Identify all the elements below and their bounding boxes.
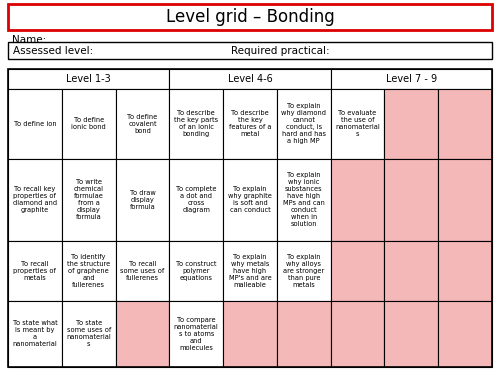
Text: To identify
the structure
of graphene
and
fullerenes: To identify the structure of graphene an… [67,254,110,288]
Bar [384,159,438,241]
Text: To define
ionic bond: To define ionic bond [72,117,106,130]
Bar [8,42,492,59]
Bar [62,89,116,159]
Text: To explain
why diamond
cannot
conduct, is
hard and has
a high MP: To explain why diamond cannot conduct, i… [282,104,327,144]
Bar [330,89,384,159]
Text: To evaluate
the use of
nanomaterial
s: To evaluate the use of nanomaterial s [335,110,380,137]
Text: To complete
a dot and
cross
diagram: To complete a dot and cross diagram [176,186,216,213]
Text: To recall
some uses of
fullerenes: To recall some uses of fullerenes [120,261,164,281]
Text: Level 1-3: Level 1-3 [66,74,111,84]
Bar [170,301,223,367]
Text: To explain
why alloys
are stronger
than pure
metals: To explain why alloys are stronger than … [283,254,325,288]
Bar [170,241,223,301]
Bar [277,89,330,159]
Text: Assessed level:: Assessed level: [13,45,93,56]
Bar [8,69,170,89]
Bar [8,89,62,159]
Bar [330,159,384,241]
Text: To draw
display
formula: To draw display formula [130,190,156,210]
Bar [330,241,384,301]
Bar [384,301,438,367]
Text: Level 7 - 9: Level 7 - 9 [386,74,437,84]
Text: Level grid – Bonding: Level grid – Bonding [166,8,334,26]
Bar [330,69,492,89]
Text: To construct
polymer
equations: To construct polymer equations [176,261,216,281]
Bar [170,159,223,241]
Text: To compare
nanomaterial
s to atoms
and
molecules: To compare nanomaterial s to atoms and m… [174,317,218,351]
Bar [116,159,170,241]
Text: To define
covalent
bond: To define covalent bond [128,114,158,134]
Bar [8,4,492,30]
Bar [223,159,277,241]
Bar [223,89,277,159]
Text: To explain
why ionic
substances
have high
MPs and can
conduct
when in
solution: To explain why ionic substances have hig… [283,172,325,227]
Text: Required practical:: Required practical: [230,45,330,56]
Text: To explain
why metals
have high
MP's and are
malleable: To explain why metals have high MP's and… [228,254,272,288]
Bar [62,301,116,367]
Text: To describe
the key
features of a
metal: To describe the key features of a metal [229,110,271,137]
Bar [8,159,62,241]
Bar [116,301,170,367]
Bar [170,89,223,159]
Text: To define ion: To define ion [14,121,56,127]
Text: To recall
properties of
metals: To recall properties of metals [14,261,56,281]
Bar [223,301,277,367]
Text: To explain
why graphite
is soft and
can conduct: To explain why graphite is soft and can … [228,186,272,213]
Text: To describe
the key parts
of an ionic
bonding: To describe the key parts of an ionic bo… [174,110,218,137]
Bar [277,301,330,367]
Text: To state
some uses of
nanomaterial
s: To state some uses of nanomaterial s [66,320,111,347]
Bar [438,301,492,367]
Bar [384,89,438,159]
Bar [116,89,170,159]
Bar [438,89,492,159]
Bar [170,69,330,89]
Bar [223,241,277,301]
Text: To write
chemical
formulae
from a
display
formula: To write chemical formulae from a displa… [74,179,104,220]
Bar [116,241,170,301]
Text: Name:: Name: [12,35,46,45]
Bar [384,241,438,301]
Bar [330,301,384,367]
Bar [438,159,492,241]
Bar [277,241,330,301]
Bar [62,159,116,241]
Bar [8,241,62,301]
Bar [8,301,62,367]
Bar [62,241,116,301]
Text: Level 4-6: Level 4-6 [228,74,272,84]
Text: To recall key
properties of
diamond and
graphite: To recall key properties of diamond and … [13,186,57,213]
Text: To state what
is meant by
a
nanomaterial: To state what is meant by a nanomaterial [12,320,58,347]
Bar [277,159,330,241]
Bar [8,69,492,367]
Bar [438,241,492,301]
